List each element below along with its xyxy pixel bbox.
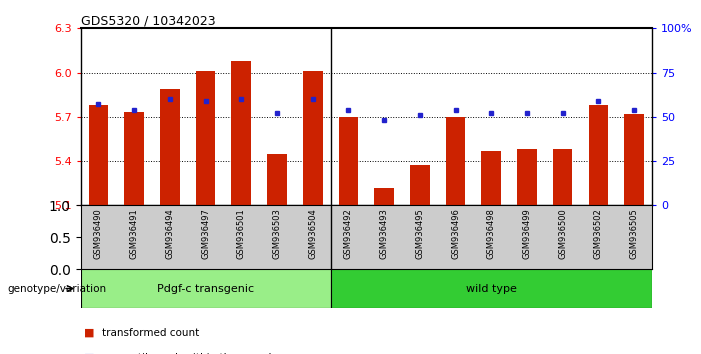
Text: GSM936501: GSM936501 (237, 209, 246, 259)
Text: GSM936490: GSM936490 (94, 209, 103, 259)
Text: GSM936496: GSM936496 (451, 209, 460, 259)
Text: GSM936504: GSM936504 (308, 209, 318, 259)
Text: GSM936499: GSM936499 (522, 209, 531, 259)
Text: GDS5320 / 10342023: GDS5320 / 10342023 (81, 14, 215, 27)
Text: genotype/variation: genotype/variation (7, 284, 106, 293)
Bar (160, 89, 179, 205)
Bar (482, 151, 501, 205)
Bar (303, 71, 322, 205)
Text: GSM936493: GSM936493 (380, 209, 388, 259)
Text: ■: ■ (84, 353, 95, 354)
Bar (196, 71, 215, 205)
Bar (446, 117, 465, 205)
Text: percentile rank within the sample: percentile rank within the sample (102, 353, 278, 354)
Bar (625, 114, 644, 205)
Bar (331, 269, 652, 308)
Bar (88, 105, 108, 205)
Text: GSM936502: GSM936502 (594, 209, 603, 259)
Text: GSM936505: GSM936505 (629, 209, 639, 259)
Text: wild type: wild type (465, 284, 517, 293)
Text: GSM936492: GSM936492 (344, 209, 353, 259)
Bar (231, 61, 251, 205)
Bar (339, 117, 358, 205)
Text: GSM936494: GSM936494 (165, 209, 175, 259)
Text: GSM936500: GSM936500 (558, 209, 567, 259)
Text: ■: ■ (84, 328, 95, 338)
Bar (589, 105, 608, 205)
Text: Pdgf-c transgenic: Pdgf-c transgenic (157, 284, 254, 293)
Bar (81, 269, 331, 308)
Text: GSM936495: GSM936495 (415, 209, 424, 259)
Bar (553, 149, 573, 205)
Bar (267, 154, 287, 205)
Bar (374, 188, 394, 205)
Bar (410, 165, 430, 205)
Text: GSM936503: GSM936503 (273, 209, 282, 259)
Text: GSM936491: GSM936491 (130, 209, 139, 259)
Text: transformed count: transformed count (102, 328, 199, 338)
Text: GSM936497: GSM936497 (201, 209, 210, 259)
Bar (124, 112, 144, 205)
Text: GSM936498: GSM936498 (486, 209, 496, 259)
Bar (517, 149, 537, 205)
